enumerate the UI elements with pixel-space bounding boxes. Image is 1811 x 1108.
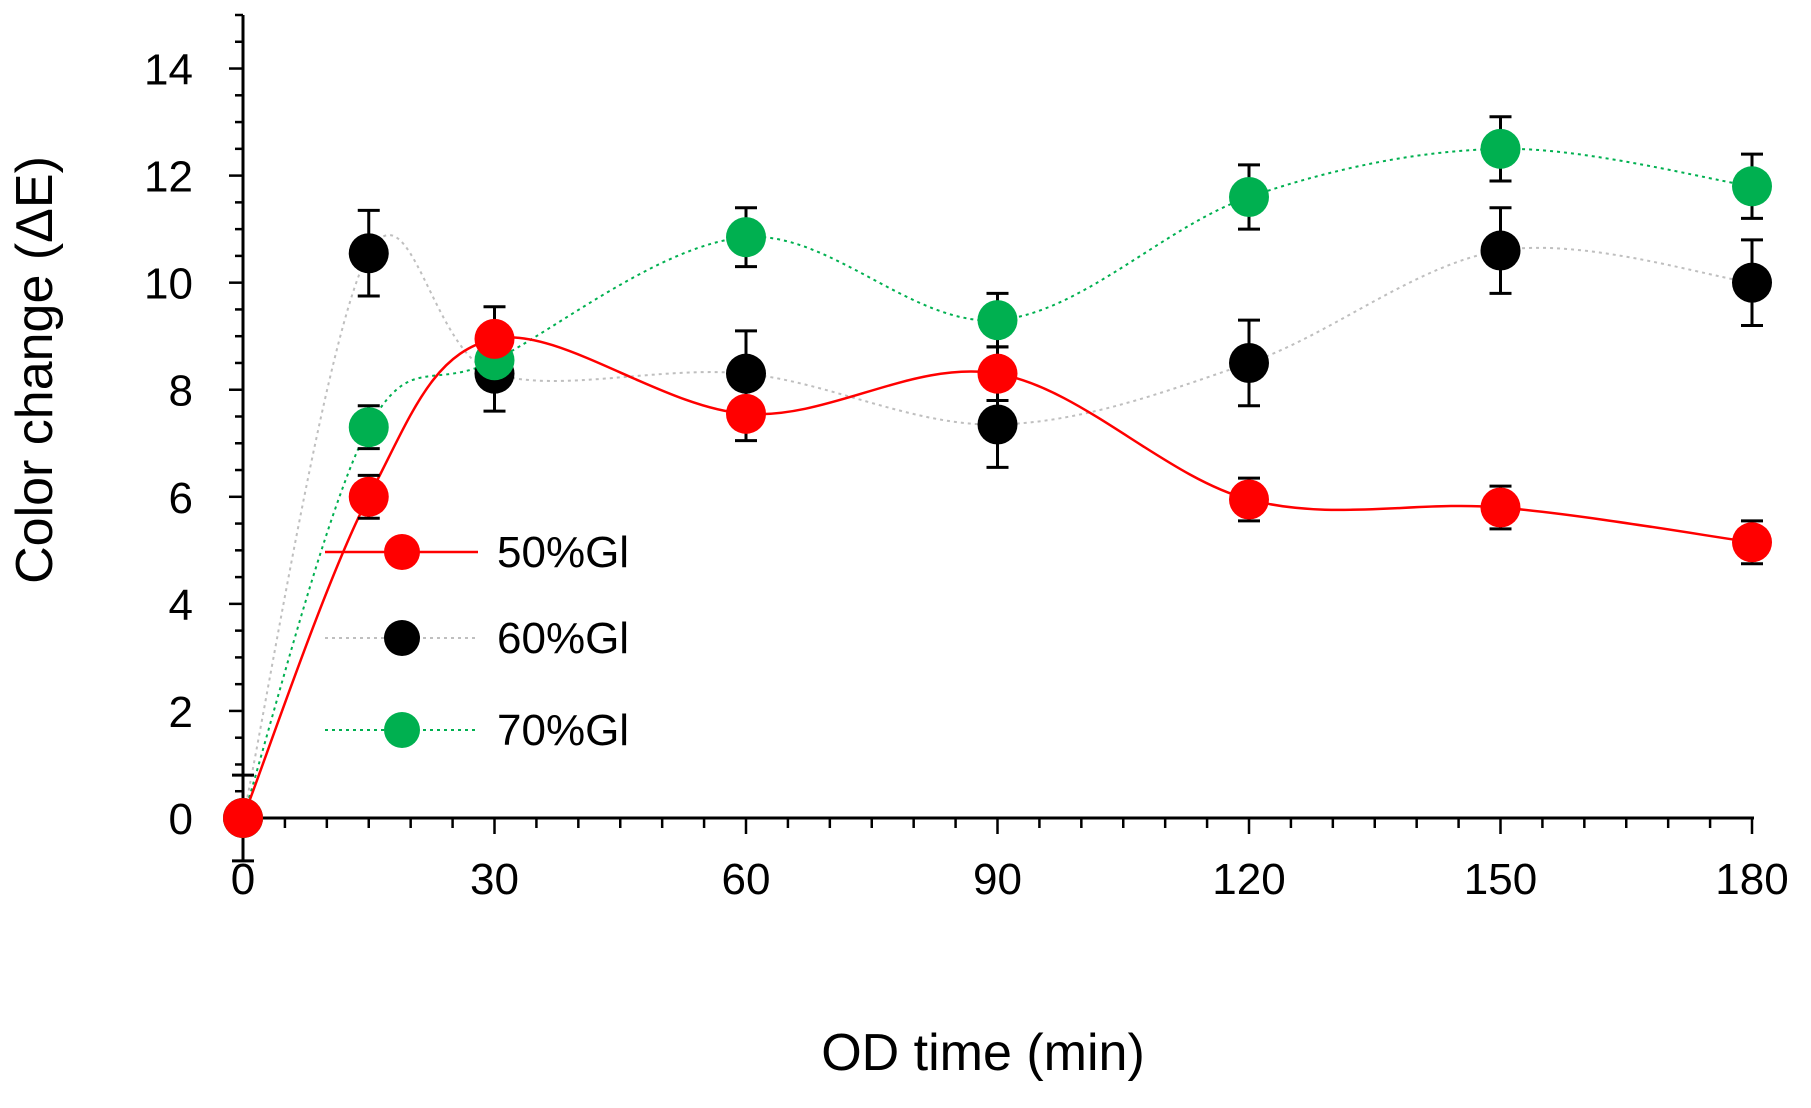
x-tick-label: 60 — [722, 855, 771, 904]
y-axis-title: Color change (ΔE) — [6, 156, 64, 584]
data-point-70-gl — [1480, 128, 1521, 169]
legend-marker-60-gl — [384, 620, 420, 656]
y-tick-label: 6 — [169, 474, 193, 523]
legend: 50%Gl 60%Gl 70%Gl — [325, 528, 629, 755]
data-point-60-gl — [348, 233, 389, 274]
legend-marker-70-gl — [384, 712, 420, 748]
data-points — [223, 128, 1772, 838]
x-tick-label: 120 — [1212, 855, 1285, 904]
legend-label-60-gl: 60%Gl — [497, 614, 629, 663]
legend-label-50-gl: 50%Gl — [497, 528, 629, 577]
data-point-60-gl — [1229, 342, 1269, 383]
y-tick-label: 8 — [169, 367, 193, 416]
x-tick-label: 30 — [470, 855, 519, 904]
data-point-70-gl — [1229, 177, 1269, 218]
x-tick-label: 180 — [1715, 855, 1788, 904]
error-bars — [232, 115, 1763, 863]
y-tick-label: 2 — [169, 688, 193, 737]
data-point-50-gl — [348, 476, 389, 517]
series-lines — [241, 147, 1753, 819]
data-point-60-gl — [726, 353, 766, 394]
series-line-60-gl — [242, 234, 1753, 819]
legend-label-70-gl: 70%Gl — [497, 706, 629, 755]
y-tick-label: 14 — [144, 46, 193, 95]
data-point-50-gl — [474, 318, 515, 359]
data-point-60-gl — [977, 404, 1018, 445]
y-tick-label: 4 — [169, 581, 193, 630]
data-point-60-gl — [1732, 262, 1772, 303]
data-point-60-gl — [1480, 230, 1521, 271]
tick-labels: 0 2 4 6 8 10 12 14 0 30 60 90 120 150 180 — [144, 46, 1789, 904]
axes — [229, 13, 1754, 834]
x-axis-title: OD time (min) — [821, 1024, 1145, 1082]
data-point-50-gl — [726, 393, 766, 434]
x-tick-label: 90 — [973, 855, 1022, 904]
data-point-50-gl — [1732, 522, 1772, 563]
series-line-70-gl — [242, 147, 1753, 819]
data-point-50-gl — [1480, 487, 1521, 528]
data-point-70-gl — [726, 217, 766, 258]
data-point-70-gl — [1732, 166, 1772, 207]
legend-marker-50-gl — [384, 534, 420, 570]
data-point-70-gl — [348, 407, 389, 448]
data-point-70-gl — [977, 300, 1018, 341]
x-tick-label: 0 — [231, 855, 255, 904]
data-point-50-gl — [977, 353, 1018, 394]
y-tick-label: 10 — [144, 260, 193, 309]
y-tick-label: 0 — [169, 795, 193, 844]
x-tick-label: 150 — [1464, 855, 1537, 904]
data-point-50-gl — [223, 798, 263, 838]
data-point-50-gl — [1229, 479, 1269, 520]
y-tick-label: 12 — [144, 153, 193, 202]
